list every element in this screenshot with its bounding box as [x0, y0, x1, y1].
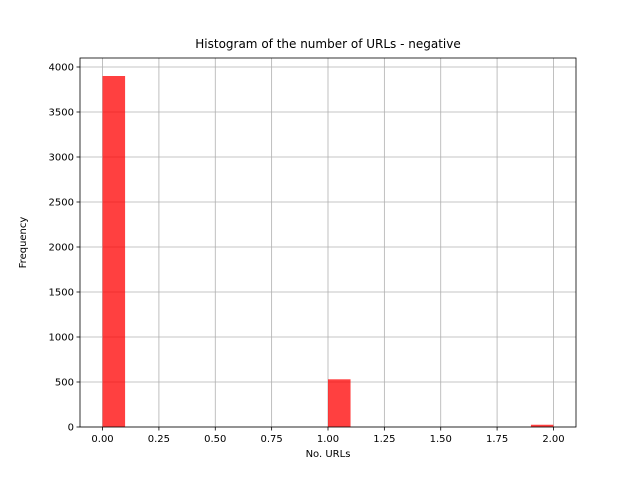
y-tick-label: 2000 — [49, 243, 74, 254]
histogram-bar — [102, 76, 126, 427]
y-axis-ticks: 0 500 1000 1500 2000 2500 3000 3500 4000 — [49, 63, 80, 434]
chart-title: Histogram of the number of URLs - negati… — [195, 37, 460, 51]
x-tick-label: 0.00 — [91, 434, 113, 445]
histogram-bar — [530, 424, 554, 427]
x-tick-label: 1.25 — [373, 434, 395, 445]
x-tick-label: 2.00 — [542, 434, 564, 445]
x-tick-label: 1.50 — [430, 434, 452, 445]
x-tick-label: 0.50 — [204, 434, 226, 445]
x-tick-label: 0.25 — [148, 434, 170, 445]
y-tick-label: 500 — [55, 378, 74, 389]
x-axis-label: No. URLs — [306, 449, 351, 460]
bars — [102, 76, 554, 427]
y-axis-label: Frequency — [18, 217, 29, 269]
histogram-bar — [328, 379, 351, 427]
x-tick-label: 0.75 — [261, 434, 283, 445]
y-tick-label: 0 — [68, 423, 74, 434]
y-tick-label: 1500 — [49, 288, 74, 299]
y-tick-label: 2500 — [49, 198, 74, 209]
grid — [80, 58, 576, 428]
x-axis-ticks: 0.00 0.25 0.50 0.75 1.00 1.25 1.50 1.75 2.00 — [91, 427, 565, 445]
x-tick-label: 1.00 — [317, 434, 339, 445]
y-tick-label: 3500 — [49, 108, 74, 119]
y-tick-label: 3000 — [49, 153, 74, 164]
x-tick-label: 1.75 — [486, 434, 508, 445]
y-tick-label: 4000 — [49, 63, 74, 74]
y-tick-label: 1000 — [49, 333, 74, 344]
